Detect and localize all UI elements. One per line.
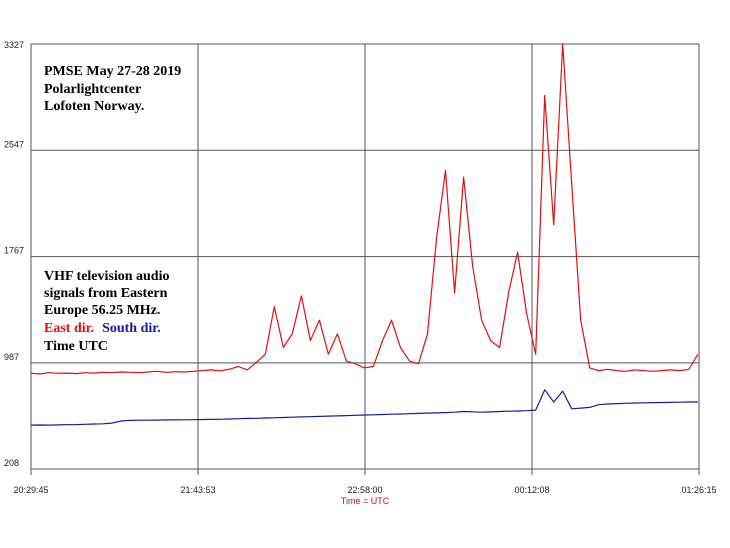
annotation: Lofoten Norway. [44, 99, 144, 114]
plot-frame [30, 43, 700, 470]
y-tick-label: 2547 [4, 139, 24, 149]
x-axis-label: Time = UTC [341, 496, 390, 506]
legend-entry: South dir. [102, 321, 161, 336]
annotation: VHF television audio [44, 269, 170, 284]
annotation: PMSE May 27-28 2019 [44, 64, 181, 79]
annotation: signals from Eastern [44, 286, 168, 301]
x-tick-label: 21:43:53 [180, 485, 215, 495]
series-line [30, 43, 699, 375]
x-tick-label: 20:29:45 [13, 485, 48, 495]
y-tick-label: 987 [4, 352, 19, 362]
x-tick-label: 01:26:15 [681, 485, 716, 495]
y-tick-label: 3327 [4, 40, 24, 50]
series-line [30, 389, 698, 426]
legend-entry: East dir. [44, 321, 94, 336]
annotation: Europe 56.25 MHz. [44, 303, 160, 318]
annotation: Time UTC [44, 339, 108, 354]
x-tick-label: 22:58:00 [347, 485, 382, 495]
y-tick-label: 208 [4, 458, 19, 468]
y-tick-label: 1767 [4, 246, 24, 256]
annotation: Polarlightcenter [44, 82, 141, 97]
legend: East dir. South dir. [44, 321, 161, 336]
x-tick-label: 00:12:08 [514, 485, 549, 495]
